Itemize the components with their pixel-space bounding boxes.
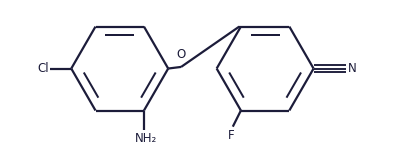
Text: Cl: Cl	[37, 62, 49, 75]
Text: O: O	[176, 48, 186, 61]
Text: N: N	[348, 62, 356, 75]
Text: F: F	[228, 129, 235, 142]
Text: NH₂: NH₂	[134, 132, 157, 144]
